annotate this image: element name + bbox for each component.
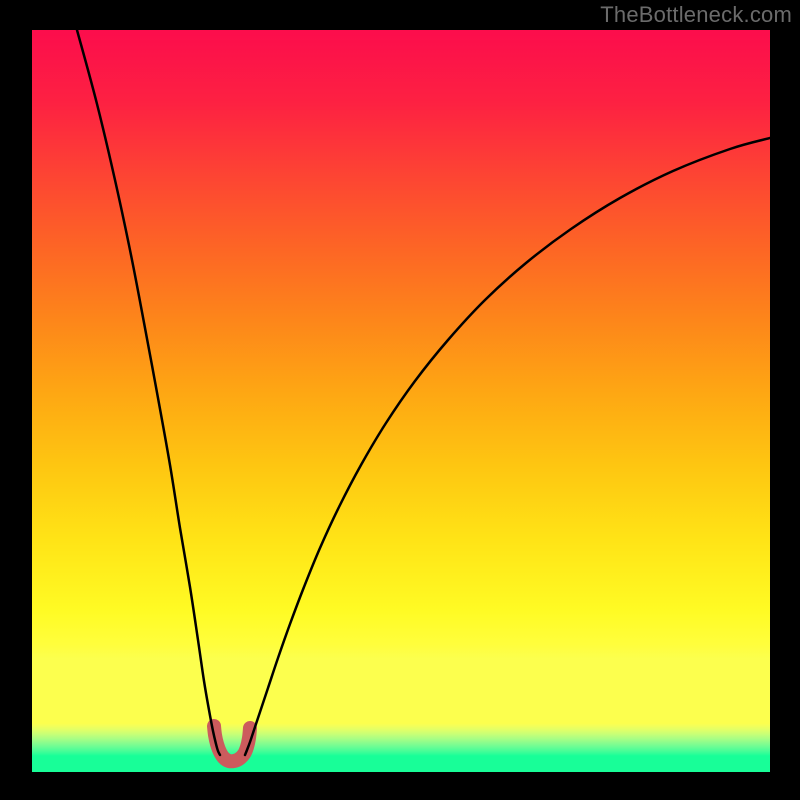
- curves-overlay: [32, 30, 770, 772]
- curve-right-branch: [245, 138, 770, 755]
- watermark-text: TheBottleneck.com: [600, 2, 792, 28]
- plot-area: [32, 30, 770, 772]
- curve-left-branch: [77, 30, 220, 755]
- chart-frame: TheBottleneck.com: [0, 0, 800, 800]
